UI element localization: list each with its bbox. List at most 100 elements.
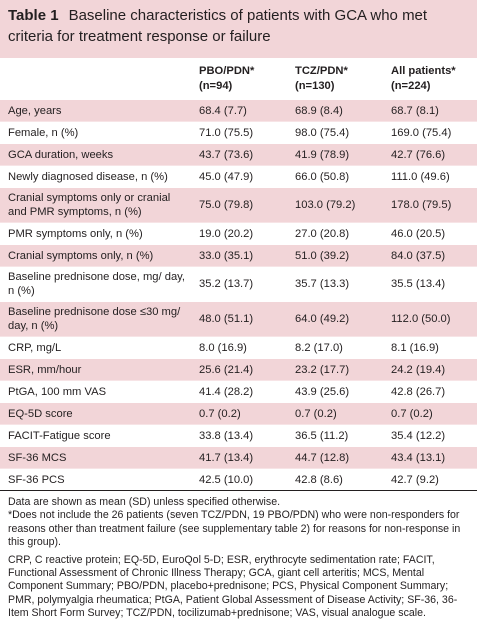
table-row: PtGA, 100 mm VAS 41.4 (28.2) 43.9 (25.6) 42… bbox=[0, 380, 477, 403]
table: PBO/PDN* (n=94) TCZ/PDN* (n=130) All patient… bbox=[0, 58, 477, 491]
table-row: Baseline prednisone dose, mg/ day, n (%)… bbox=[0, 266, 477, 302]
footnotes: Data are shown as mean (SD) unless speci… bbox=[0, 491, 477, 621]
cell-value: 68.9 (8.4) bbox=[289, 99, 385, 122]
cell-value: 46.0 (20.5) bbox=[385, 222, 477, 245]
table-row: SF-36 PCS 42.5 (10.0) 42.8 (8.6) 42.7 (9.2) bbox=[0, 468, 477, 491]
cell-value: 42.8 (8.6) bbox=[289, 468, 385, 491]
cell-value: 43.4 (13.1) bbox=[385, 446, 477, 469]
cell-value: 33.0 (35.1) bbox=[193, 244, 289, 267]
cell-value: 27.0 (20.8) bbox=[289, 222, 385, 245]
cell-value: 36.5 (11.2) bbox=[289, 424, 385, 447]
table-caption: Baseline characteristics of patients wit… bbox=[8, 7, 428, 45]
column-name: All patients* bbox=[391, 65, 456, 77]
column-n: (n=94) bbox=[199, 80, 233, 92]
table-row: Baseline prednisone dose ≤30 mg/ day, n … bbox=[0, 301, 477, 337]
column-n: (n=224) bbox=[391, 80, 431, 92]
table-row: FACIT-Fatigue score 33.8 (13.4) 36.5 (11.2… bbox=[0, 424, 477, 447]
cell-value: 112.0 (50.0) bbox=[385, 301, 477, 337]
table-body: Age, years 68.4 (7.7) 68.9 (8.4) 68.7 (8.1)… bbox=[0, 99, 477, 491]
header-row: PBO/PDN* (n=94) TCZ/PDN* (n=130) All patient… bbox=[0, 58, 477, 100]
cell-value: 41.4 (28.2) bbox=[193, 380, 289, 403]
cell-value: 43.9 (25.6) bbox=[289, 380, 385, 403]
header-cell: PBO/PDN* (n=94) bbox=[193, 58, 289, 100]
row-label: Baseline prednisone dose, mg/ day, n (%) bbox=[0, 266, 193, 302]
row-label: Cranial symptoms only, n (%) bbox=[0, 244, 193, 267]
cell-value: 178.0 (79.5) bbox=[385, 187, 477, 223]
table-row: Cranial symptoms only or cranial and PMR… bbox=[0, 187, 477, 223]
row-label: GCA duration, weeks bbox=[0, 143, 193, 166]
cell-value: 41.7 (13.4) bbox=[193, 446, 289, 469]
header-cell: TCZ/PDN* (n=130) bbox=[289, 58, 385, 100]
column-n: (n=130) bbox=[295, 80, 335, 92]
cell-value: 45.0 (47.9) bbox=[193, 165, 289, 188]
table-row: ESR, mm/hour 25.6 (21.4) 23.2 (17.7) 24.2 (… bbox=[0, 358, 477, 381]
cell-value: 84.0 (37.5) bbox=[385, 244, 477, 267]
footnote: Data are shown as mean (SD) unless speci… bbox=[8, 496, 281, 508]
row-label: CRP, mg/L bbox=[0, 336, 193, 359]
cell-value: 111.0 (49.6) bbox=[385, 165, 477, 188]
row-label: PMR symptoms only, n (%) bbox=[0, 222, 193, 245]
cell-value: 75.0 (79.8) bbox=[193, 187, 289, 223]
table-title: Table 1 Baseline characteristics of patie… bbox=[0, 0, 477, 58]
row-label: SF-36 MCS bbox=[0, 446, 193, 469]
cell-value: 42.7 (76.6) bbox=[385, 143, 477, 166]
table-row: EQ-5D score 0.7 (0.2) 0.7 (0.2) 0.7 (0.2) bbox=[0, 402, 477, 425]
row-label: Age, years bbox=[0, 99, 193, 122]
cell-value: 24.2 (19.4) bbox=[385, 358, 477, 381]
row-label: EQ-5D score bbox=[0, 402, 193, 425]
cell-value: 35.4 (12.2) bbox=[385, 424, 477, 447]
cell-value: 68.4 (7.7) bbox=[193, 99, 289, 122]
row-label: FACIT-Fatigue score bbox=[0, 424, 193, 447]
cell-value: 64.0 (49.2) bbox=[289, 301, 385, 337]
footnote: *Does not include the 26 patients (seven… bbox=[8, 509, 461, 549]
cell-value: 35.7 (13.3) bbox=[289, 266, 385, 302]
cell-value: 19.0 (20.2) bbox=[193, 222, 289, 245]
cell-value: 103.0 (79.2) bbox=[289, 187, 385, 223]
table-row: Age, years 68.4 (7.7) 68.9 (8.4) 68.7 (8.1) bbox=[0, 99, 477, 122]
cell-value: 169.0 (75.4) bbox=[385, 121, 477, 144]
table-row: CRP, mg/L 8.0 (16.9) 8.2 (17.0) 8.1 (16.9) bbox=[0, 336, 477, 359]
row-label: PtGA, 100 mm VAS bbox=[0, 380, 193, 403]
cell-value: 48.0 (51.1) bbox=[193, 301, 289, 337]
cell-value: 66.0 (50.8) bbox=[289, 165, 385, 188]
cell-value: 42.8 (26.7) bbox=[385, 380, 477, 403]
cell-value: 43.7 (73.6) bbox=[193, 143, 289, 166]
header-cell: All patients* (n=224) bbox=[385, 58, 477, 100]
column-name: TCZ/PDN* bbox=[295, 65, 348, 77]
row-label: Cranial symptoms only or cranial and PMR… bbox=[0, 187, 193, 223]
cell-value: 8.2 (17.0) bbox=[289, 336, 385, 359]
row-label: ESR, mm/hour bbox=[0, 358, 193, 381]
cell-value: 8.0 (16.9) bbox=[193, 336, 289, 359]
column-name: PBO/PDN* bbox=[199, 65, 255, 77]
table-row: Cranial symptoms only, n (%) 33.0 (35.1) 5… bbox=[0, 244, 477, 267]
row-label: Baseline prednisone dose ≤30 mg/ day, n … bbox=[0, 301, 193, 337]
cell-value: 0.7 (0.2) bbox=[193, 402, 289, 425]
row-label: Newly diagnosed disease, n (%) bbox=[0, 165, 193, 188]
cell-value: 23.2 (17.7) bbox=[289, 358, 385, 381]
row-label: Female, n (%) bbox=[0, 121, 193, 144]
table-row: Newly diagnosed disease, n (%) 45.0 (47.9… bbox=[0, 165, 477, 188]
footnote: CRP, C reactive protein; EQ-5D, EuroQol … bbox=[8, 553, 458, 620]
cell-value: 41.9 (78.9) bbox=[289, 143, 385, 166]
cell-value: 44.7 (12.8) bbox=[289, 446, 385, 469]
cell-value: 0.7 (0.2) bbox=[385, 402, 477, 425]
header-cell bbox=[0, 58, 193, 100]
cell-value: 0.7 (0.2) bbox=[289, 402, 385, 425]
cell-value: 71.0 (75.5) bbox=[193, 121, 289, 144]
row-label: SF-36 PCS bbox=[0, 468, 193, 491]
table-label: Table 1 bbox=[8, 7, 59, 24]
table-row: PMR symptoms only, n (%) 19.0 (20.2) 27.0 … bbox=[0, 222, 477, 245]
table-row: SF-36 MCS 41.7 (13.4) 44.7 (12.8) 43.4 (13.… bbox=[0, 446, 477, 469]
table-row: Female, n (%) 71.0 (75.5) 98.0 (75.4) 169.0… bbox=[0, 121, 477, 144]
cell-value: 35.2 (13.7) bbox=[193, 266, 289, 302]
cell-value: 42.7 (9.2) bbox=[385, 468, 477, 491]
cell-value: 68.7 (8.1) bbox=[385, 99, 477, 122]
cell-value: 8.1 (16.9) bbox=[385, 336, 477, 359]
cell-value: 25.6 (21.4) bbox=[193, 358, 289, 381]
cell-value: 33.8 (13.4) bbox=[193, 424, 289, 447]
cell-value: 51.0 (39.2) bbox=[289, 244, 385, 267]
cell-value: 98.0 (75.4) bbox=[289, 121, 385, 144]
cell-value: 35.5 (13.4) bbox=[385, 266, 477, 302]
table-row: GCA duration, weeks 43.7 (73.6) 41.9 (78.9… bbox=[0, 143, 477, 166]
